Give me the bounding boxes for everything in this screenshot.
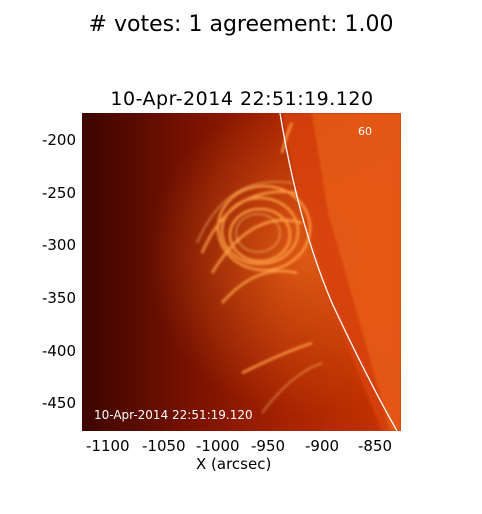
coronal-loops (200, 122, 313, 375)
figure-title: # votes: 1 agreement: 1.00 (88, 12, 394, 37)
y-tick: -400 (41, 342, 76, 360)
x-tick: -950 (251, 437, 286, 455)
x-tick: -1100 (86, 437, 130, 455)
x-tick: -1050 (142, 437, 186, 455)
x-tick: -850 (358, 437, 393, 455)
inset-timestamp: 10-Apr-2014 22:51:19.120 (94, 408, 253, 422)
y-tick: -350 (41, 289, 76, 307)
observation-title: 10-Apr-2014 22:51:19.120 (110, 88, 374, 110)
y-tick: -200 (41, 131, 76, 149)
y-tick: -450 (41, 394, 76, 412)
x-tick: -1000 (196, 437, 240, 455)
x-tick: -900 (305, 437, 340, 455)
y-tick: -300 (41, 236, 76, 254)
solar-limb-line (279, 113, 398, 431)
y-tick: -250 (41, 184, 76, 202)
wavelength-label: 60 (358, 125, 372, 138)
solar-image: 60 10-Apr-2014 22:51:19.120 (82, 113, 401, 431)
x-axis-label: X (arcsec) (196, 455, 272, 473)
